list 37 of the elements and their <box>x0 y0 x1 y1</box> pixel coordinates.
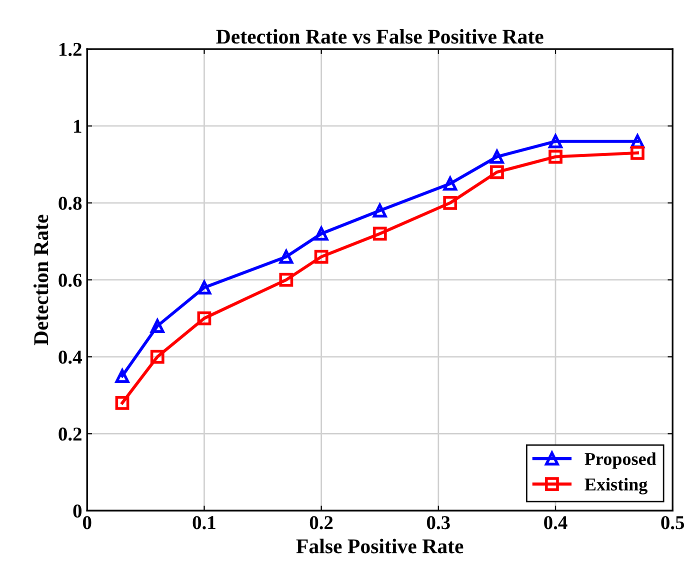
point <box>279 272 294 287</box>
legend-label: Proposed <box>584 452 656 469</box>
point <box>630 146 644 160</box>
y-tick-label: 0.8 <box>58 196 82 210</box>
point <box>443 176 458 191</box>
x-tick-label: 0 <box>83 516 92 530</box>
point <box>197 280 212 294</box>
chart-title: Detection Rate vs False Positive Rate <box>216 29 544 44</box>
x-axis-title: False Positive Rate <box>296 538 464 554</box>
y-tick-label: 0.4 <box>58 350 82 364</box>
point <box>372 204 387 218</box>
y-tick-label: 1 <box>74 120 82 133</box>
x-tick-label: 0.1 <box>192 516 216 530</box>
y-tick-label: 0 <box>73 504 82 518</box>
point <box>150 319 164 333</box>
y-tick-label: 0.2 <box>58 428 82 441</box>
point <box>548 150 562 164</box>
point <box>115 369 130 383</box>
point <box>279 250 294 264</box>
point <box>150 350 164 364</box>
point <box>115 396 130 410</box>
point <box>490 165 504 180</box>
legend-label: Existing <box>584 478 648 494</box>
x-tick-label: 0.4 <box>544 516 568 530</box>
y-tick-label: 0.6 <box>58 274 82 287</box>
point <box>548 134 562 148</box>
point <box>197 311 212 326</box>
point <box>443 196 458 210</box>
x-tick-label: 0.3 <box>427 516 450 530</box>
point <box>314 250 328 264</box>
x-tick-label: 0.5 <box>661 516 684 530</box>
y-tick-label: 1.2 <box>60 42 82 56</box>
x-tick-label: 0.2 <box>310 516 333 530</box>
point <box>490 150 504 164</box>
y-axis-title: Detection Rate <box>34 214 48 346</box>
point <box>372 226 387 241</box>
point <box>314 226 328 241</box>
